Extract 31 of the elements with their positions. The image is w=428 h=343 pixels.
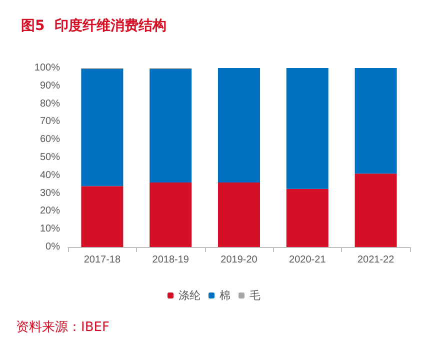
bar [81,186,124,247]
bar [81,68,124,186]
y-tick-label: 60% [40,134,60,146]
x-tick-label: 2020-21 [289,254,326,266]
text: 资料来源：IBEF [16,320,110,335]
chart-title: 图5 印度纤维消费结构 [21,17,166,34]
x-tick-label: 2021-22 [357,254,395,266]
bar [150,182,192,247]
legend-label: 棉 [220,289,230,302]
bar [218,182,260,247]
bar [150,68,192,183]
bar [286,188,328,247]
legend-label: 毛 [250,289,260,302]
y-tick-label: 0% [46,242,60,252]
bar [354,68,397,174]
y-tick-label: 10% [40,224,60,235]
x-tick-label: 2018-19 [152,254,190,266]
bar [218,68,260,183]
x-tick-label: 2019-20 [220,254,258,266]
legend-label: 涤纶 [178,289,200,302]
y-tick-label: 90% [40,80,60,92]
y-tick-label: 20% [40,206,60,217]
y-tick-label: 50% [40,152,60,163]
bar [354,174,397,247]
y-tick-label: 30% [40,188,60,199]
y-tick-label: 80% [40,98,60,110]
bar [286,68,328,189]
y-tick-label: 100% [34,62,60,74]
y-tick-label: 40% [40,170,60,181]
y-tick-label: 70% [40,116,60,128]
x-tick-label: 2017-18 [84,254,121,266]
